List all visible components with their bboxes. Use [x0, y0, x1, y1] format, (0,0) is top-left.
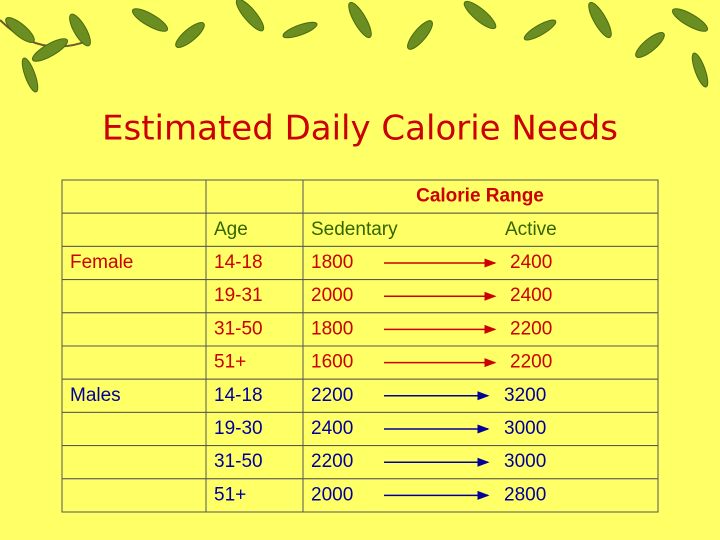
active-cell: 3000: [504, 418, 546, 439]
slide-title: Estimated Daily Calorie Needs: [102, 109, 618, 149]
table-cell: [61, 411, 207, 447]
column-header: Active: [505, 219, 557, 240]
sedentary-cell: 2200: [311, 385, 353, 406]
active-cell: 2200: [510, 352, 552, 373]
calorie-table: Calorie Range Age Sedentary Active Female 14-…: [61, 179, 659, 513]
table-cell: [205, 478, 304, 513]
table-cell: [61, 478, 207, 513]
column-header: Age: [214, 219, 248, 240]
group-label: Female: [70, 252, 133, 273]
sedentary-cell: 1600: [311, 352, 353, 373]
age-cell: 19-30: [214, 418, 263, 439]
table-cell: [205, 179, 304, 214]
table-cell: [302, 179, 659, 214]
sedentary-cell: 1800: [311, 252, 353, 273]
age-cell: 51+: [214, 484, 246, 505]
active-cell: 2800: [504, 484, 546, 505]
table-cell: [61, 179, 207, 214]
age-cell: 19-31: [214, 285, 263, 306]
sedentary-cell: 2200: [311, 451, 353, 472]
active-cell: 2400: [510, 252, 552, 273]
active-cell: 2200: [510, 318, 552, 339]
age-cell: 51+: [214, 352, 246, 373]
sedentary-cell: 2000: [311, 484, 353, 505]
active-cell: 3200: [504, 385, 546, 406]
table-cell: [205, 378, 304, 413]
active-cell: 3000: [504, 451, 546, 472]
table-cell: [61, 279, 207, 314]
age-cell: 31-50: [214, 451, 263, 472]
table-cell: [61, 245, 207, 281]
sedentary-cell: 1800: [311, 318, 353, 339]
leaf-decoration: [0, 0, 709, 93]
sedentary-cell: 2400: [311, 418, 353, 439]
table-cell: [205, 445, 304, 480]
age-cell: 31-50: [214, 318, 263, 339]
table-cell: [205, 312, 304, 347]
table-cell: [61, 212, 207, 247]
table-cell: [61, 312, 207, 347]
column-header: Calorie Range: [416, 186, 544, 207]
table-cell: [205, 411, 304, 447]
sedentary-cell: 2000: [311, 285, 353, 306]
age-cell: 14-18: [214, 252, 263, 273]
table-cell: [61, 345, 207, 380]
age-cell: 14-18: [214, 385, 263, 406]
table-cell: [61, 445, 207, 480]
table-cell: [61, 378, 207, 413]
column-header: Sedentary: [311, 219, 398, 240]
active-cell: 2400: [510, 285, 552, 306]
group-label: Males: [70, 385, 121, 406]
table-cell: [302, 212, 659, 247]
